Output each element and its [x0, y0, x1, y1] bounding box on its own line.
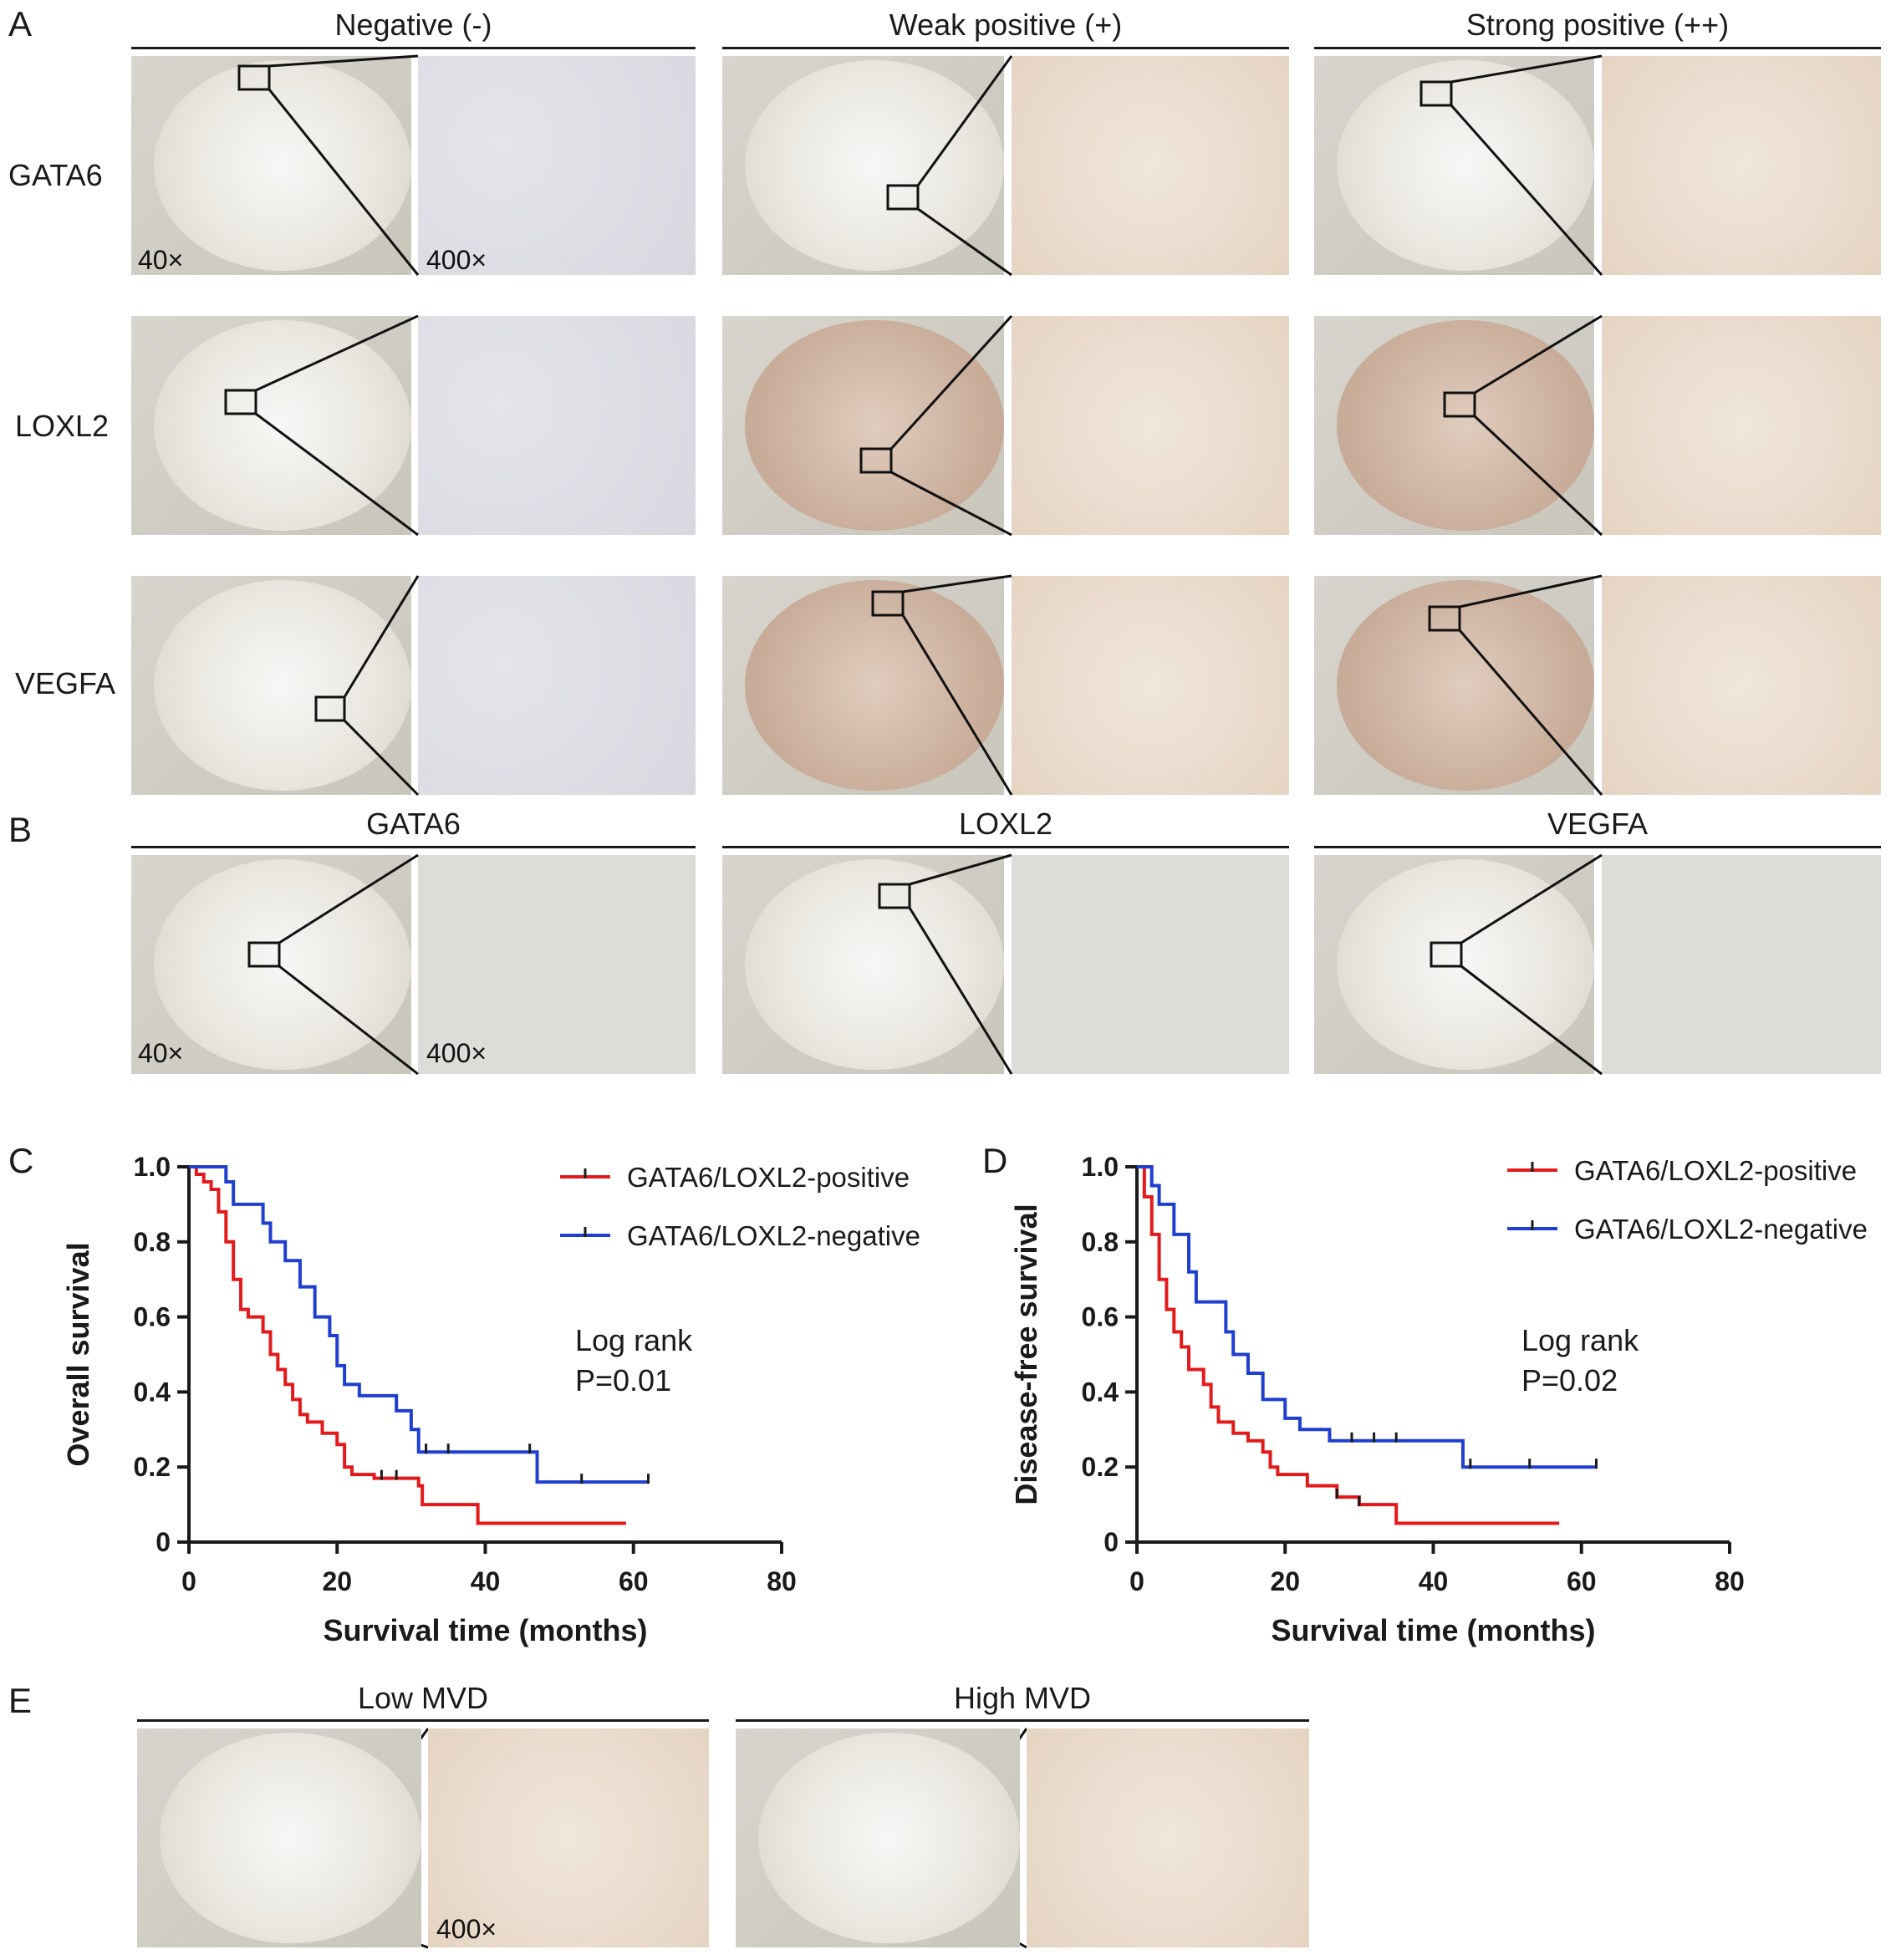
micrograph-high-e-low-mvd — [428, 1728, 709, 1947]
y-tick-label: 0.2 — [134, 1452, 171, 1482]
micrograph-high-a-gata6-negative — [418, 56, 696, 275]
y-tick-label: 1.0 — [1082, 1152, 1119, 1182]
micrograph-high-a-loxl2-weak — [1012, 316, 1289, 535]
panel-a-row-label-vegfa: VEGFA — [15, 666, 116, 700]
micrograph-low-b-loxl2 — [722, 855, 1004, 1074]
x-tick-label: 60 — [1567, 1566, 1597, 1596]
panel-a-magnification-high: 400× — [426, 245, 487, 275]
micrograph-high-a-loxl2-strong — [1602, 316, 1881, 535]
micrograph-high-a-gata6-weak — [1012, 56, 1289, 275]
x-tick-label: 20 — [1270, 1566, 1300, 1596]
micrograph-high-a-vegfa-weak — [1012, 576, 1289, 795]
panel-a-column-rule-negative — [131, 47, 696, 49]
panel-b-magnification-low: 40× — [138, 1038, 184, 1068]
panel-a-column-rule-weak-positive — [722, 47, 1289, 49]
panel-e-column-rule-low-mvd — [137, 1719, 709, 1722]
y-tick-label: 0.6 — [134, 1302, 171, 1332]
micrograph-low-a-gata6-strong — [1314, 56, 1594, 275]
panel-letter-e: E — [8, 1681, 33, 1720]
panel-b-column-header-vegfa: VEGFA — [1547, 807, 1649, 841]
panel-letter-d: D — [982, 1141, 1008, 1180]
panel-e-column-rule-high-mvd — [736, 1719, 1309, 1722]
x-axis-label: Survival time (months) — [1271, 1613, 1595, 1647]
x-tick-label: 80 — [767, 1566, 797, 1596]
micrograph-low-a-loxl2-weak — [722, 316, 1004, 535]
y-axis-label: Overall survival — [61, 1242, 95, 1466]
panel-e-column-header-low-mvd: Low MVD — [357, 1681, 489, 1715]
log-rank-label: Log rank — [1521, 1323, 1639, 1357]
micrograph-high-b-gata6 — [418, 855, 696, 1074]
panel-letter-c: C — [8, 1141, 34, 1180]
micrograph-low-a-gata6-weak — [722, 56, 1004, 275]
panel-b-column-rule-loxl2 — [722, 846, 1289, 848]
micrograph-low-e-low-mvd — [137, 1728, 421, 1947]
micrograph-low-a-vegfa-negative — [131, 576, 411, 795]
survival-curve-positive — [189, 1165, 626, 1525]
survival-curve-negative — [1137, 1165, 1597, 1469]
panel-a-column-header-negative: Negative (-) — [334, 8, 492, 42]
y-tick-label: 0.4 — [134, 1377, 171, 1407]
micrograph-high-a-vegfa-negative — [418, 576, 696, 795]
panel-e-magnification-high: 400× — [436, 1914, 497, 1944]
y-axis-label: Disease-free survival — [1009, 1204, 1043, 1504]
micrograph-low-a-vegfa-strong — [1314, 576, 1594, 795]
legend-label-negative: GATA6/LOXL2-negative — [627, 1220, 920, 1251]
micrograph-high-b-vegfa — [1602, 855, 1881, 1074]
log-rank-label: Log rank — [575, 1323, 693, 1357]
micrograph-low-e-high-mvd — [736, 1728, 1020, 1947]
y-tick-label: 0 — [155, 1527, 171, 1557]
micrograph-high-a-loxl2-negative — [418, 316, 696, 535]
micrograph-low-a-loxl2-strong — [1314, 316, 1594, 535]
legend-label-negative: GATA6/LOXL2-negative — [1574, 1214, 1868, 1245]
p-value-label: P=0.02 — [1521, 1363, 1618, 1397]
y-tick-label: 0.8 — [134, 1227, 171, 1257]
y-tick-label: 0.2 — [1082, 1452, 1119, 1482]
panel-letter-a: A — [8, 4, 33, 43]
y-tick-label: 0 — [1103, 1527, 1119, 1557]
panel-a-row-label-gata6: GATA6 — [8, 158, 103, 192]
panel-b-column-rule-gata6 — [131, 846, 696, 848]
survival-curve-positive — [1137, 1165, 1560, 1525]
x-tick-label: 40 — [1419, 1566, 1449, 1596]
panel-b-column-header-loxl2: LOXL2 — [958, 807, 1053, 841]
panel-b-column-rule-vegfa — [1314, 846, 1881, 848]
survival-curve-negative — [189, 1165, 649, 1484]
micrograph-high-e-high-mvd — [1027, 1728, 1309, 1947]
y-tick-label: 1.0 — [134, 1152, 171, 1182]
panel-a-column-header-weak-positive: Weak positive (+) — [889, 8, 1123, 42]
micrograph-high-a-gata6-strong — [1602, 56, 1881, 275]
micrograph-high-a-vegfa-strong — [1602, 576, 1881, 795]
x-tick-label: 80 — [1715, 1566, 1745, 1596]
panel-a-column-header-strong-positive: Strong positive (++) — [1465, 8, 1730, 42]
y-tick-label: 0.4 — [1082, 1377, 1119, 1407]
micrograph-low-a-vegfa-weak — [722, 576, 1004, 795]
survival-chart-disease-free: 0 20 40 60 80 0 0.2 0.4 0.6 0.8 1.0 Survival time (… — [1009, 1152, 1868, 1647]
legend-label-positive: GATA6/LOXL2-positive — [1574, 1155, 1857, 1186]
panel-a-column-rule-strong-positive — [1314, 47, 1881, 49]
x-tick-label: 40 — [471, 1566, 501, 1596]
x-tick-label: 60 — [619, 1566, 649, 1596]
y-tick-label: 0.6 — [1082, 1302, 1119, 1332]
panel-b-magnification-high: 400× — [426, 1038, 487, 1068]
panel-a-row-label-loxl2: LOXL2 — [15, 409, 110, 443]
y-tick-label: 0.8 — [1082, 1227, 1119, 1257]
x-tick-label: 0 — [181, 1566, 196, 1596]
panel-b-column-header-gata6: GATA6 — [366, 807, 461, 841]
panel-a-magnification-low: 40× — [138, 245, 184, 275]
panel-letter-b: B — [8, 810, 33, 849]
x-axis-label: Survival time (months) — [323, 1613, 647, 1647]
micrograph-low-b-gata6 — [131, 855, 411, 1074]
p-value-label: P=0.01 — [575, 1363, 671, 1397]
micrograph-high-b-loxl2 — [1012, 855, 1289, 1074]
x-tick-label: 0 — [1129, 1566, 1144, 1596]
panel-e-column-header-high-mvd: High MVD — [953, 1681, 1092, 1715]
x-tick-label: 20 — [322, 1566, 352, 1596]
legend-label-positive: GATA6/LOXL2-positive — [627, 1162, 910, 1193]
survival-chart-overall: 0 20 40 60 80 0 0.2 0.4 0.6 0.8 1.0 Survival time (… — [61, 1152, 920, 1647]
